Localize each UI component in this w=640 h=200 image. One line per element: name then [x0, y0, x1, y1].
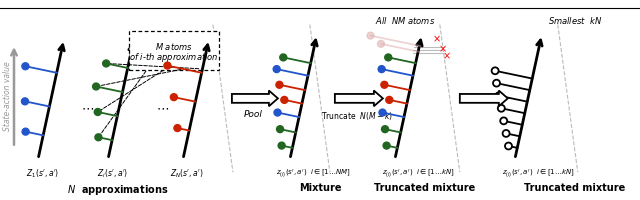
Circle shape	[367, 32, 374, 39]
Text: Pool: Pool	[243, 110, 262, 119]
Text: Smallest  $kN$: Smallest $kN$	[548, 15, 602, 26]
Circle shape	[378, 40, 385, 47]
Text: $\cdots$: $\cdots$	[81, 102, 95, 115]
Circle shape	[381, 81, 388, 88]
Text: $Z_i(s', a')$: $Z_i(s', a')$	[97, 167, 128, 180]
Circle shape	[22, 128, 29, 135]
Text: Truncated mixture: Truncated mixture	[524, 183, 625, 193]
Circle shape	[281, 96, 288, 103]
Text: $M$ atoms: $M$ atoms	[155, 41, 193, 52]
Circle shape	[278, 142, 285, 149]
Circle shape	[386, 96, 393, 103]
Circle shape	[505, 143, 512, 149]
Circle shape	[385, 54, 392, 61]
FancyArrow shape	[335, 91, 383, 106]
Text: State-action value: State-action value	[3, 62, 13, 131]
Circle shape	[378, 66, 385, 73]
FancyArrow shape	[460, 91, 508, 106]
Circle shape	[273, 66, 280, 73]
Text: Mixture: Mixture	[299, 183, 341, 193]
Text: $z_{(i)}(s', a')$  $i \in [1 \ldots NM]$: $z_{(i)}(s', a')$ $i \in [1 \ldots NM]$	[276, 167, 350, 179]
Circle shape	[495, 92, 502, 99]
Circle shape	[164, 62, 171, 69]
Text: $Z_N(s', a')$: $Z_N(s', a')$	[170, 167, 204, 180]
Text: $\times$: $\times$	[438, 44, 447, 54]
Circle shape	[502, 130, 509, 137]
Circle shape	[93, 83, 100, 90]
Circle shape	[379, 109, 386, 116]
Circle shape	[170, 94, 177, 101]
Circle shape	[276, 81, 283, 88]
Text: $z_{(i)}(s', a')$  $i \in [1 \ldots kN]$: $z_{(i)}(s', a')$ $i \in [1 \ldots kN]$	[502, 167, 574, 179]
Circle shape	[500, 117, 508, 124]
Text: Truncated mixture: Truncated mixture	[374, 183, 476, 193]
Text: $Z_1(s', a')$: $Z_1(s', a')$	[26, 167, 59, 180]
Circle shape	[95, 134, 102, 141]
FancyBboxPatch shape	[129, 31, 219, 70]
Circle shape	[492, 67, 499, 74]
FancyArrow shape	[232, 91, 278, 106]
Circle shape	[381, 126, 388, 133]
Text: $\cdots$: $\cdots$	[156, 102, 170, 115]
Circle shape	[102, 60, 109, 67]
Circle shape	[274, 109, 281, 116]
Text: Truncate  $N(M-k)$: Truncate $N(M-k)$	[321, 110, 393, 122]
Circle shape	[174, 125, 181, 132]
Text: $z_{(i)}(s', a')$  $i \in [1 \ldots kN]$: $z_{(i)}(s', a')$ $i \in [1 \ldots kN]$	[381, 167, 454, 179]
Text: $\times$: $\times$	[442, 51, 451, 62]
Circle shape	[280, 54, 287, 61]
Circle shape	[383, 142, 390, 149]
Circle shape	[22, 63, 29, 70]
Text: $\times$: $\times$	[431, 34, 440, 44]
Circle shape	[94, 109, 101, 115]
Text: $N$  approximations: $N$ approximations	[67, 183, 169, 197]
Circle shape	[276, 126, 284, 133]
Circle shape	[498, 105, 505, 112]
Text: of $i$-th approximation: of $i$-th approximation	[129, 51, 219, 64]
Circle shape	[493, 80, 500, 87]
Circle shape	[22, 98, 28, 105]
Text: All  $NM$ atoms: All $NM$ atoms	[375, 15, 435, 26]
